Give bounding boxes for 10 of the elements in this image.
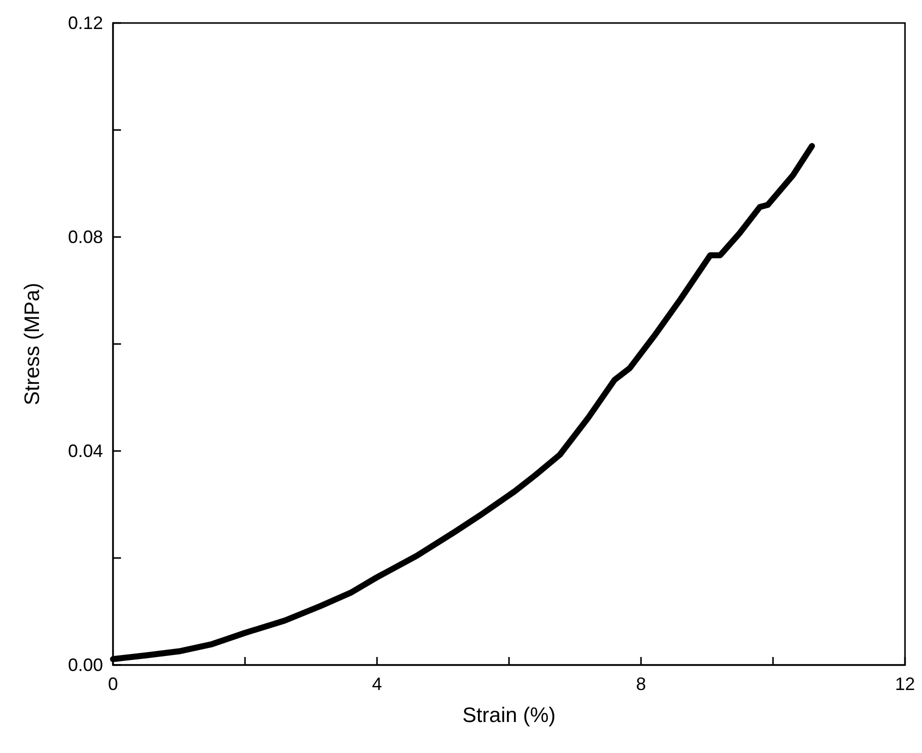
y-tick-label: 0.08 bbox=[68, 227, 103, 247]
x-tick-label: 0 bbox=[108, 674, 118, 694]
y-axis-title: Stress (MPa) bbox=[21, 282, 44, 406]
y-tick-label: 0.04 bbox=[68, 441, 103, 461]
x-tick-label: 8 bbox=[636, 674, 646, 694]
y-tick-label: 0.12 bbox=[68, 13, 103, 33]
x-tick-label: 4 bbox=[372, 674, 382, 694]
y-tick-label: 0.00 bbox=[68, 655, 103, 675]
x-axis-title: Strain (%) bbox=[462, 704, 556, 727]
x-tick-label: 12 bbox=[894, 674, 916, 694]
